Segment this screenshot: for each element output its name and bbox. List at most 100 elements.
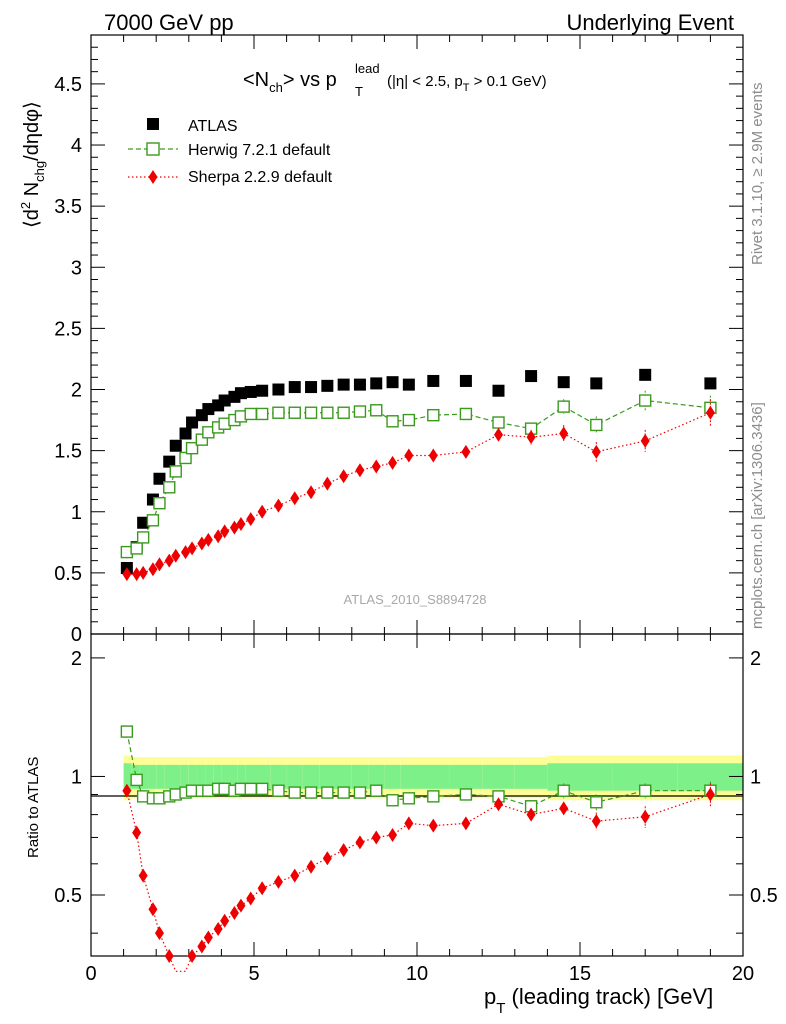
y-tick-label: 2.5 bbox=[54, 318, 82, 340]
herwig-point bbox=[353, 405, 367, 418]
ratio-herwig-point bbox=[272, 784, 285, 797]
band-inner-segment bbox=[205, 764, 214, 789]
atlas-point bbox=[153, 472, 166, 485]
ratio-herwig-point bbox=[321, 786, 334, 799]
ratio-sherpa-point bbox=[122, 783, 132, 798]
sherpa-point bbox=[290, 491, 300, 506]
ratio-herwig-point bbox=[402, 792, 416, 805]
ratio-sherpa-point bbox=[246, 891, 256, 906]
title-sub1: ch bbox=[269, 80, 283, 95]
band-inner-segment bbox=[351, 764, 369, 789]
title-cut-sub: T bbox=[463, 82, 470, 94]
legend-atlas-marker bbox=[147, 118, 159, 130]
atlas-point bbox=[639, 368, 652, 381]
ratio-sherpa-point bbox=[154, 926, 164, 941]
ratio-sherpa-point bbox=[339, 843, 349, 858]
ratio-sherpa-point bbox=[257, 881, 267, 896]
ratio-sherpa-point bbox=[187, 949, 197, 963]
xlabel-p: p bbox=[484, 984, 496, 1009]
herwig-point bbox=[386, 415, 399, 428]
atlas-point bbox=[370, 377, 383, 390]
sherpa-point bbox=[322, 476, 332, 491]
sherpa-point bbox=[257, 504, 267, 519]
ratio-sherpa-point bbox=[404, 816, 414, 831]
ratio-sherpa-point bbox=[322, 851, 332, 866]
title-lt: <N bbox=[243, 69, 269, 91]
band-inner-segment bbox=[400, 764, 417, 789]
ratio-y-tick-label: 1 bbox=[71, 766, 82, 788]
band-inner-segment bbox=[417, 764, 450, 789]
ratio-herwig-point bbox=[304, 786, 318, 799]
sherpa-point bbox=[526, 430, 536, 445]
band-inner-segment bbox=[221, 764, 230, 789]
xlabel-rest: (leading track) [GeV] bbox=[505, 984, 713, 1009]
ratio-herwig-point bbox=[130, 773, 143, 787]
band-inner-segment bbox=[156, 764, 165, 789]
band-inner-segment bbox=[335, 764, 352, 789]
herwig-point bbox=[136, 531, 150, 544]
atlas-point bbox=[704, 377, 717, 390]
axis-tick-labels: 0 5 10 15 20 0 0.5 1 1.5 2 2.5 3 3.5 4 4.5 0.5 0.5 1 1 2 2 bbox=[54, 74, 778, 985]
ratio-herwig-point bbox=[244, 782, 257, 796]
band-inner-segment bbox=[514, 764, 548, 789]
ratio-sherpa-point bbox=[148, 902, 158, 917]
atlas-point bbox=[234, 387, 247, 400]
header-right: Underlying Event bbox=[566, 10, 734, 35]
ratio-sherpa-point bbox=[236, 898, 246, 913]
herwig-point bbox=[195, 433, 209, 446]
x-tick-label: 10 bbox=[406, 963, 428, 985]
ratio-sherpa-point bbox=[138, 868, 148, 883]
atlas-point bbox=[557, 376, 570, 389]
ratio-y-tick-label-right: 0.5 bbox=[750, 885, 778, 907]
herwig-point bbox=[146, 514, 160, 527]
x-tick-label: 15 bbox=[569, 963, 591, 985]
ratio-y-tick-label-right: 1 bbox=[750, 766, 761, 788]
herwig-point bbox=[179, 451, 192, 465]
title-sup-lead: lead bbox=[355, 61, 380, 76]
y-tick-label: 1.5 bbox=[54, 441, 82, 463]
ylabel-part2: N bbox=[21, 182, 43, 202]
y-tick-label: 1 bbox=[71, 502, 82, 524]
legend-herwig-marker bbox=[146, 142, 160, 156]
band-inner-segment bbox=[196, 764, 206, 789]
atlas-point bbox=[169, 439, 182, 452]
uncertainty-band bbox=[123, 755, 743, 801]
band-inner-segment bbox=[139, 764, 149, 789]
side-label-rivet: Rivet 3.1.10, ≥ 2.9M events bbox=[749, 83, 766, 266]
title-mid: > vs p bbox=[283, 69, 337, 91]
x-axis-label: pT (leading track) [GeV] bbox=[484, 984, 713, 1017]
band-inner-segment bbox=[180, 764, 189, 789]
ratio-herwig-point bbox=[353, 786, 367, 799]
herwig-point bbox=[304, 406, 318, 419]
band-inner-segment bbox=[229, 764, 238, 789]
legend-sherpa-marker bbox=[148, 170, 158, 184]
herwig-point bbox=[130, 542, 143, 555]
herwig-point bbox=[255, 407, 269, 421]
y-tick-label: 4.5 bbox=[54, 74, 82, 96]
ratio-sherpa-point bbox=[197, 939, 207, 954]
ratio-sherpa-point bbox=[526, 807, 536, 822]
atlas-point bbox=[459, 374, 472, 387]
sherpa-point bbox=[591, 444, 601, 459]
ratio-sherpa-point bbox=[213, 921, 223, 936]
sherpa-point bbox=[705, 405, 715, 420]
ylabel-part1: ⟨d bbox=[21, 209, 43, 228]
sherpa-point bbox=[461, 444, 471, 459]
ratio-sherpa-point bbox=[388, 828, 398, 843]
band-inner-segment bbox=[302, 764, 320, 789]
sherpa-point bbox=[154, 557, 164, 572]
atlas-point bbox=[288, 381, 301, 394]
herwig-point bbox=[153, 496, 166, 510]
title-cuts: (|η| < 2.5, pT > 0.1 GeV) bbox=[387, 73, 547, 94]
atlas-point bbox=[492, 384, 505, 397]
title-cut2: > 0.1 GeV) bbox=[470, 73, 547, 90]
side-label-mcplots: mcplots.cern.ch [arXiv:1306.3436] bbox=[749, 402, 766, 629]
ylabel-sup: 2 bbox=[18, 202, 33, 209]
ratio-herwig-point bbox=[288, 786, 301, 799]
ratio-sherpa-point bbox=[220, 913, 230, 928]
herwig-point bbox=[185, 441, 199, 455]
ylabel-sub: chg bbox=[32, 161, 47, 182]
legend-herwig-label: Herwig 7.2.1 default bbox=[188, 142, 331, 159]
band-inner-segment bbox=[319, 764, 336, 789]
